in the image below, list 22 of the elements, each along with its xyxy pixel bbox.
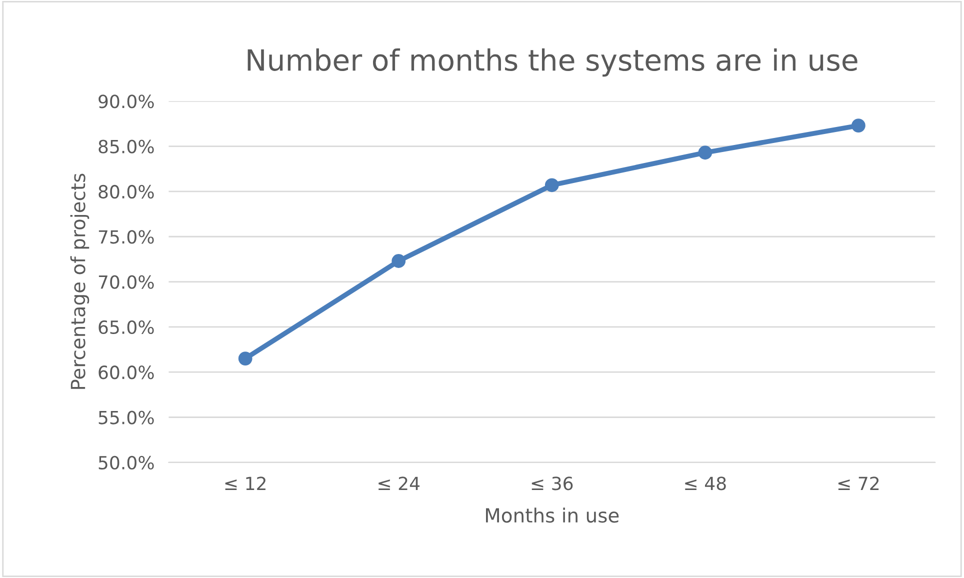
y-tick-label: 75.0%	[98, 230, 154, 244]
y-tick-label: 55.0%	[98, 410, 154, 424]
point	[698, 146, 712, 160]
y-axis-title: Percentage of projects	[70, 174, 90, 389]
y-tick-label: 85.0%	[98, 140, 154, 154]
chart-title: Number of months the systems are in use	[248, 48, 858, 77]
x-tick-label: ≤ 72	[838, 476, 879, 490]
x-tick-label: ≤ 24	[378, 476, 420, 490]
point	[544, 178, 559, 192]
y-tick-label: 90.0%	[98, 94, 154, 108]
y-tick-label: 80.0%	[98, 184, 154, 199]
y-tick-label: 60.0%	[98, 366, 154, 380]
y-tick-label: 65.0%	[98, 320, 154, 334]
y-tick-label: 50.0%	[98, 456, 154, 470]
x-tick-label: ≤ 12	[225, 476, 266, 490]
y-tick-label: 70.0%	[98, 275, 154, 289]
x-tick-label: ≤ 48	[685, 476, 726, 490]
x-tick-label: ≤ 36	[532, 476, 573, 490]
x-axis-title: Months in use	[486, 508, 619, 523]
point	[392, 254, 406, 268]
point	[851, 118, 866, 132]
point	[238, 352, 252, 366]
